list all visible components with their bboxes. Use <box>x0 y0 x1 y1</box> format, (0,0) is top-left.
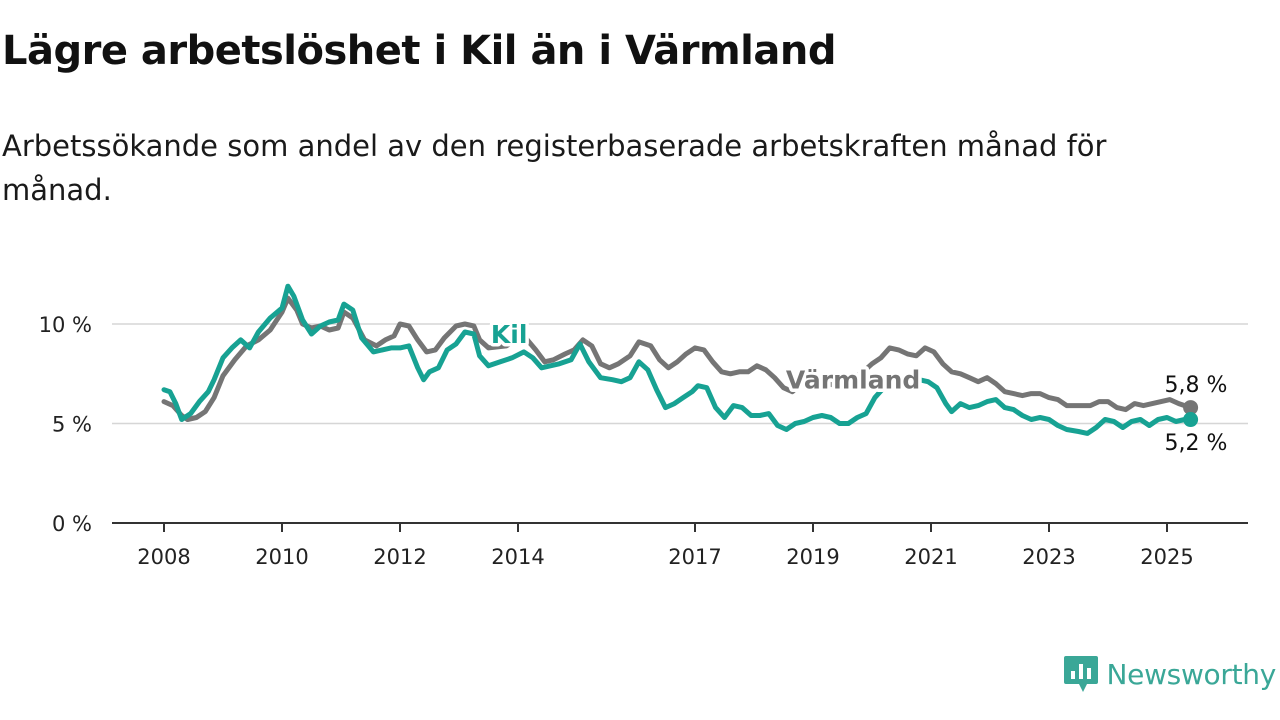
y-tick-label: 10 % <box>39 313 92 337</box>
y-tick-label: 0 % <box>52 512 92 536</box>
series-end-point <box>1183 412 1199 428</box>
series-end-point <box>1183 400 1199 416</box>
series-end-label: 5,8 % <box>1165 373 1228 398</box>
series-end-label: 5,2 % <box>1165 431 1228 456</box>
series-line-vrmland <box>161 295 1194 422</box>
x-tick-label: 2019 <box>786 545 839 569</box>
x-tick-label: 2012 <box>373 545 426 569</box>
newsworthy-logo[interactable]: Newsworthy <box>1063 654 1277 694</box>
y-tick-label: 5 % <box>52 413 92 437</box>
x-tick-label: 2008 <box>137 545 190 569</box>
chart-subtitle: Arbetssökande som andel av den registerb… <box>2 129 1107 207</box>
x-tick-label: 2021 <box>904 545 957 569</box>
x-tick-label: 2025 <box>1140 545 1193 569</box>
x-tick-label: 2017 <box>668 545 721 569</box>
x-tick-label: 2023 <box>1022 545 1075 569</box>
newsworthy-bar-chart-logo-icon <box>1063 656 1098 692</box>
brand-name: Newsworthy <box>1106 657 1277 691</box>
x-tick-label: 2014 <box>491 545 544 569</box>
x-tick-label: 2010 <box>255 545 308 569</box>
series-inline-label: Kil <box>491 320 528 349</box>
series-line-kil <box>161 283 1194 436</box>
chart-title: Lägre arbetslöshet i Kil än i Värmland <box>2 28 836 74</box>
series-inline-label: Värmland <box>786 366 920 395</box>
